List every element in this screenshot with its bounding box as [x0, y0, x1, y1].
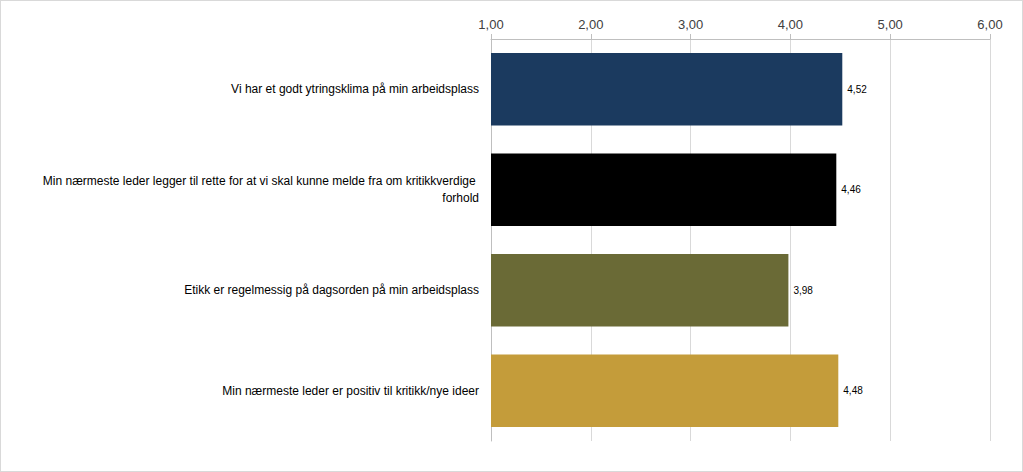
svg-text:4,48: 4,48 [843, 385, 863, 396]
svg-text:Min nærmeste leder er positiv: Min nærmeste leder er positiv til kritik… [222, 384, 479, 398]
svg-text:Etikk er regelmessig på dagsor: Etikk er regelmessig på dagsorden på min… [184, 283, 479, 297]
svg-text:3,98: 3,98 [793, 285, 813, 296]
svg-text:3,00: 3,00 [678, 17, 703, 32]
svg-text:4,00: 4,00 [778, 17, 803, 32]
svg-text:6,00: 6,00 [977, 17, 1002, 32]
svg-text:4,52: 4,52 [847, 84, 867, 95]
svg-text:Min nærmeste leder legger til: Min nærmeste leder legger til rette for … [43, 174, 479, 188]
svg-text:4,46: 4,46 [841, 184, 861, 195]
svg-text:Vi har et godt ytringsklima på: Vi har et godt ytringsklima på min arbei… [231, 82, 479, 96]
svg-text:2,00: 2,00 [578, 17, 603, 32]
svg-text:1,00: 1,00 [478, 17, 503, 32]
svg-text:5,00: 5,00 [878, 17, 903, 32]
svg-text:forhold: forhold [442, 191, 479, 205]
